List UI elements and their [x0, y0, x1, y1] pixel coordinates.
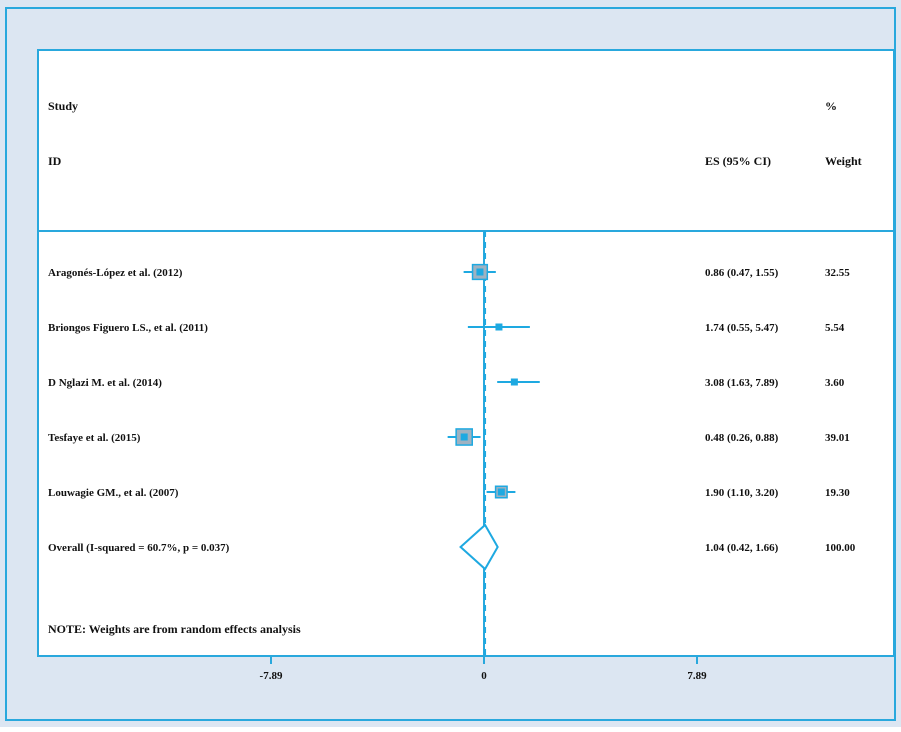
study-es-ci: 1.90 (1.10, 3.20) [705, 487, 779, 499]
study-row: Tesfaye et al. (2015) 0.48 (0.26, 0.88) 39… [48, 428, 850, 446]
x-axis: -7.89 0 7.89 [260, 656, 707, 682]
study-label: Aragonés-López et al. (2012) [48, 267, 183, 279]
study-es-ci: 3.08 (1.63, 7.89) [705, 377, 779, 389]
x-tick-label: 7.89 [687, 670, 707, 682]
study-weight: 32.55 [825, 267, 850, 279]
study-es-ci: 1.74 (0.55, 5.47) [705, 322, 779, 334]
header-es: ES (95% CI) [705, 154, 771, 168]
study-weight: 5.54 [825, 322, 845, 334]
point-estimate [460, 433, 468, 441]
x-tick-label: -7.89 [260, 670, 283, 682]
overall-label: Overall (I-squared = 60.7%, p = 0.037) [48, 542, 230, 554]
header-id: ID [48, 154, 62, 168]
overall-es-ci: 1.04 (0.42, 1.66) [705, 542, 779, 554]
point-estimate [497, 488, 505, 496]
study-row: Louwagie GM., et al. (2007) 1.90 (1.10, 3… [48, 485, 850, 499]
study-label: Tesfaye et al. (2015) [48, 432, 141, 444]
study-label: D Nglazi M. et al. (2014) [48, 377, 162, 389]
overall-diamond [459, 523, 499, 571]
overall-weight: 100.00 [825, 542, 856, 554]
point-estimate [495, 323, 503, 331]
header-weight: Weight [825, 154, 862, 168]
overall-row: Overall (I-squared = 60.7%, p = 0.037) 1.… [48, 523, 856, 571]
study-row: Aragonés-López et al. (2012) 0.86 (0.47, … [48, 263, 850, 281]
study-label: Briongos Figuero LS., et al. (2011) [48, 322, 208, 334]
point-estimate [476, 268, 484, 276]
x-tick-label: 0 [481, 670, 487, 682]
study-es-ci: 0.48 (0.26, 0.88) [705, 432, 779, 444]
header-study: Study [48, 99, 78, 113]
plot-box [37, 49, 895, 657]
header-percent: % [825, 99, 837, 113]
study-weight: 3.60 [825, 377, 845, 389]
study-weight: 19.30 [825, 487, 850, 499]
weights-note: NOTE: Weights are from random effects an… [48, 622, 301, 636]
study-rows: Aragonés-López et al. (2012) 0.86 (0.47, … [48, 263, 850, 499]
point-estimate [510, 378, 518, 386]
study-label: Louwagie GM., et al. (2007) [48, 487, 179, 499]
study-es-ci: 0.86 (0.47, 1.55) [705, 267, 779, 279]
study-row: D Nglazi M. et al. (2014) 3.08 (1.63, 7.8… [48, 377, 845, 389]
study-row: Briongos Figuero LS., et al. (2011) 1.74 … [48, 322, 845, 334]
study-weight: 39.01 [825, 432, 850, 444]
